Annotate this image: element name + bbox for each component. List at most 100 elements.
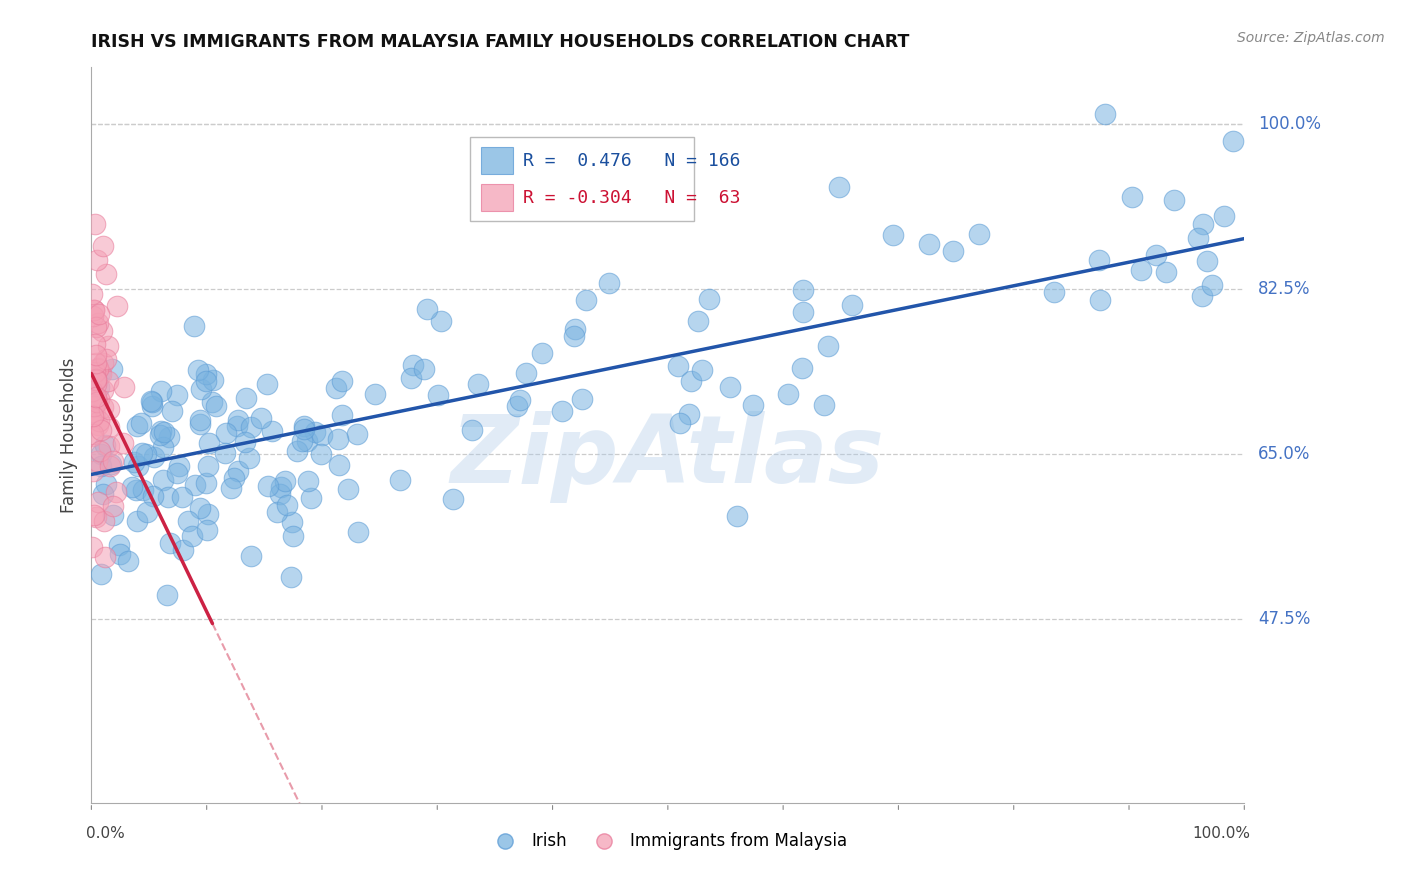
Point: [416, 302, 439, 317]
Point: [530, 346, 553, 360]
Point: [1121, 190, 1143, 204]
Point: [274, 474, 297, 488]
Point: [84, 372, 107, 386]
Point: [121, 480, 143, 494]
FancyBboxPatch shape: [481, 185, 513, 211]
Point: [167, 459, 190, 474]
Point: [311, 428, 333, 442]
Point: [97, 339, 120, 353]
Point: [235, 434, 257, 449]
Point: [222, 471, 245, 485]
Point: [426, 388, 449, 402]
Point: [195, 523, 218, 537]
Text: R = -0.304   N =  63: R = -0.304 N = 63: [523, 189, 740, 207]
Point: [83, 303, 105, 318]
Point: [190, 412, 212, 426]
Point: [87, 316, 110, 330]
Point: [187, 362, 209, 376]
Point: [87, 417, 110, 432]
Point: [668, 359, 690, 373]
Point: [778, 387, 800, 401]
Point: [96, 268, 118, 282]
Point: [82, 380, 104, 394]
Point: [292, 418, 315, 433]
Point: [364, 386, 387, 401]
Point: [413, 362, 436, 376]
Point: [942, 244, 965, 259]
Point: [94, 351, 117, 366]
Point: [238, 450, 260, 465]
Point: [718, 379, 741, 393]
Y-axis label: Family Households: Family Households: [59, 357, 77, 513]
Text: 100.0%: 100.0%: [1258, 114, 1322, 133]
Point: [304, 425, 326, 440]
Point: [325, 381, 347, 395]
Point: [94, 477, 117, 491]
Point: [256, 479, 278, 493]
Point: [1087, 252, 1109, 267]
Text: R =  0.476   N = 166: R = 0.476 N = 166: [523, 152, 740, 169]
Point: [90, 368, 112, 382]
Point: [828, 180, 851, 194]
Point: [240, 549, 263, 563]
Point: [153, 425, 176, 440]
Point: [201, 373, 224, 387]
Point: [506, 399, 529, 413]
Point: [225, 419, 247, 434]
Point: [690, 363, 713, 377]
Point: [280, 570, 302, 584]
Point: [1213, 210, 1236, 224]
Point: [83, 399, 105, 413]
Point: [132, 483, 155, 498]
Point: [292, 422, 315, 436]
Point: [91, 487, 114, 501]
Point: [91, 400, 114, 414]
Point: [564, 328, 586, 343]
Point: [105, 299, 128, 313]
Point: [195, 368, 218, 382]
Point: [281, 516, 304, 530]
Point: [201, 395, 224, 409]
Point: [87, 392, 110, 406]
Point: [97, 420, 120, 434]
Point: [84, 320, 107, 334]
Point: [82, 464, 104, 478]
Point: [678, 408, 700, 422]
Point: [571, 392, 593, 406]
Point: [918, 236, 941, 251]
Point: [309, 447, 332, 461]
Point: [127, 458, 149, 473]
Point: [90, 447, 112, 461]
Point: [112, 380, 135, 394]
Point: [266, 505, 288, 519]
Point: [1163, 194, 1185, 208]
Point: [94, 549, 117, 564]
Point: [1088, 293, 1111, 307]
Point: [841, 298, 863, 312]
Point: [188, 417, 211, 431]
Point: [141, 399, 163, 413]
Point: [82, 366, 104, 380]
Text: 0.0%: 0.0%: [86, 826, 124, 841]
Text: Source: ZipAtlas.com: Source: ZipAtlas.com: [1237, 31, 1385, 45]
Point: [162, 403, 184, 417]
Point: [239, 419, 262, 434]
Point: [214, 426, 236, 441]
Point: [269, 486, 291, 500]
Point: [131, 446, 153, 460]
Point: [297, 474, 319, 488]
Point: [84, 390, 107, 404]
Point: [93, 356, 115, 370]
Point: [82, 409, 104, 423]
Point: [441, 491, 464, 506]
Point: [235, 391, 257, 405]
Point: [93, 515, 115, 529]
Text: 82.5%: 82.5%: [1258, 279, 1310, 298]
Point: [83, 337, 105, 351]
Point: [82, 429, 104, 443]
Point: [429, 314, 451, 328]
Point: [575, 293, 598, 307]
Point: [91, 383, 114, 397]
Point: [122, 455, 145, 469]
Point: [101, 508, 124, 523]
